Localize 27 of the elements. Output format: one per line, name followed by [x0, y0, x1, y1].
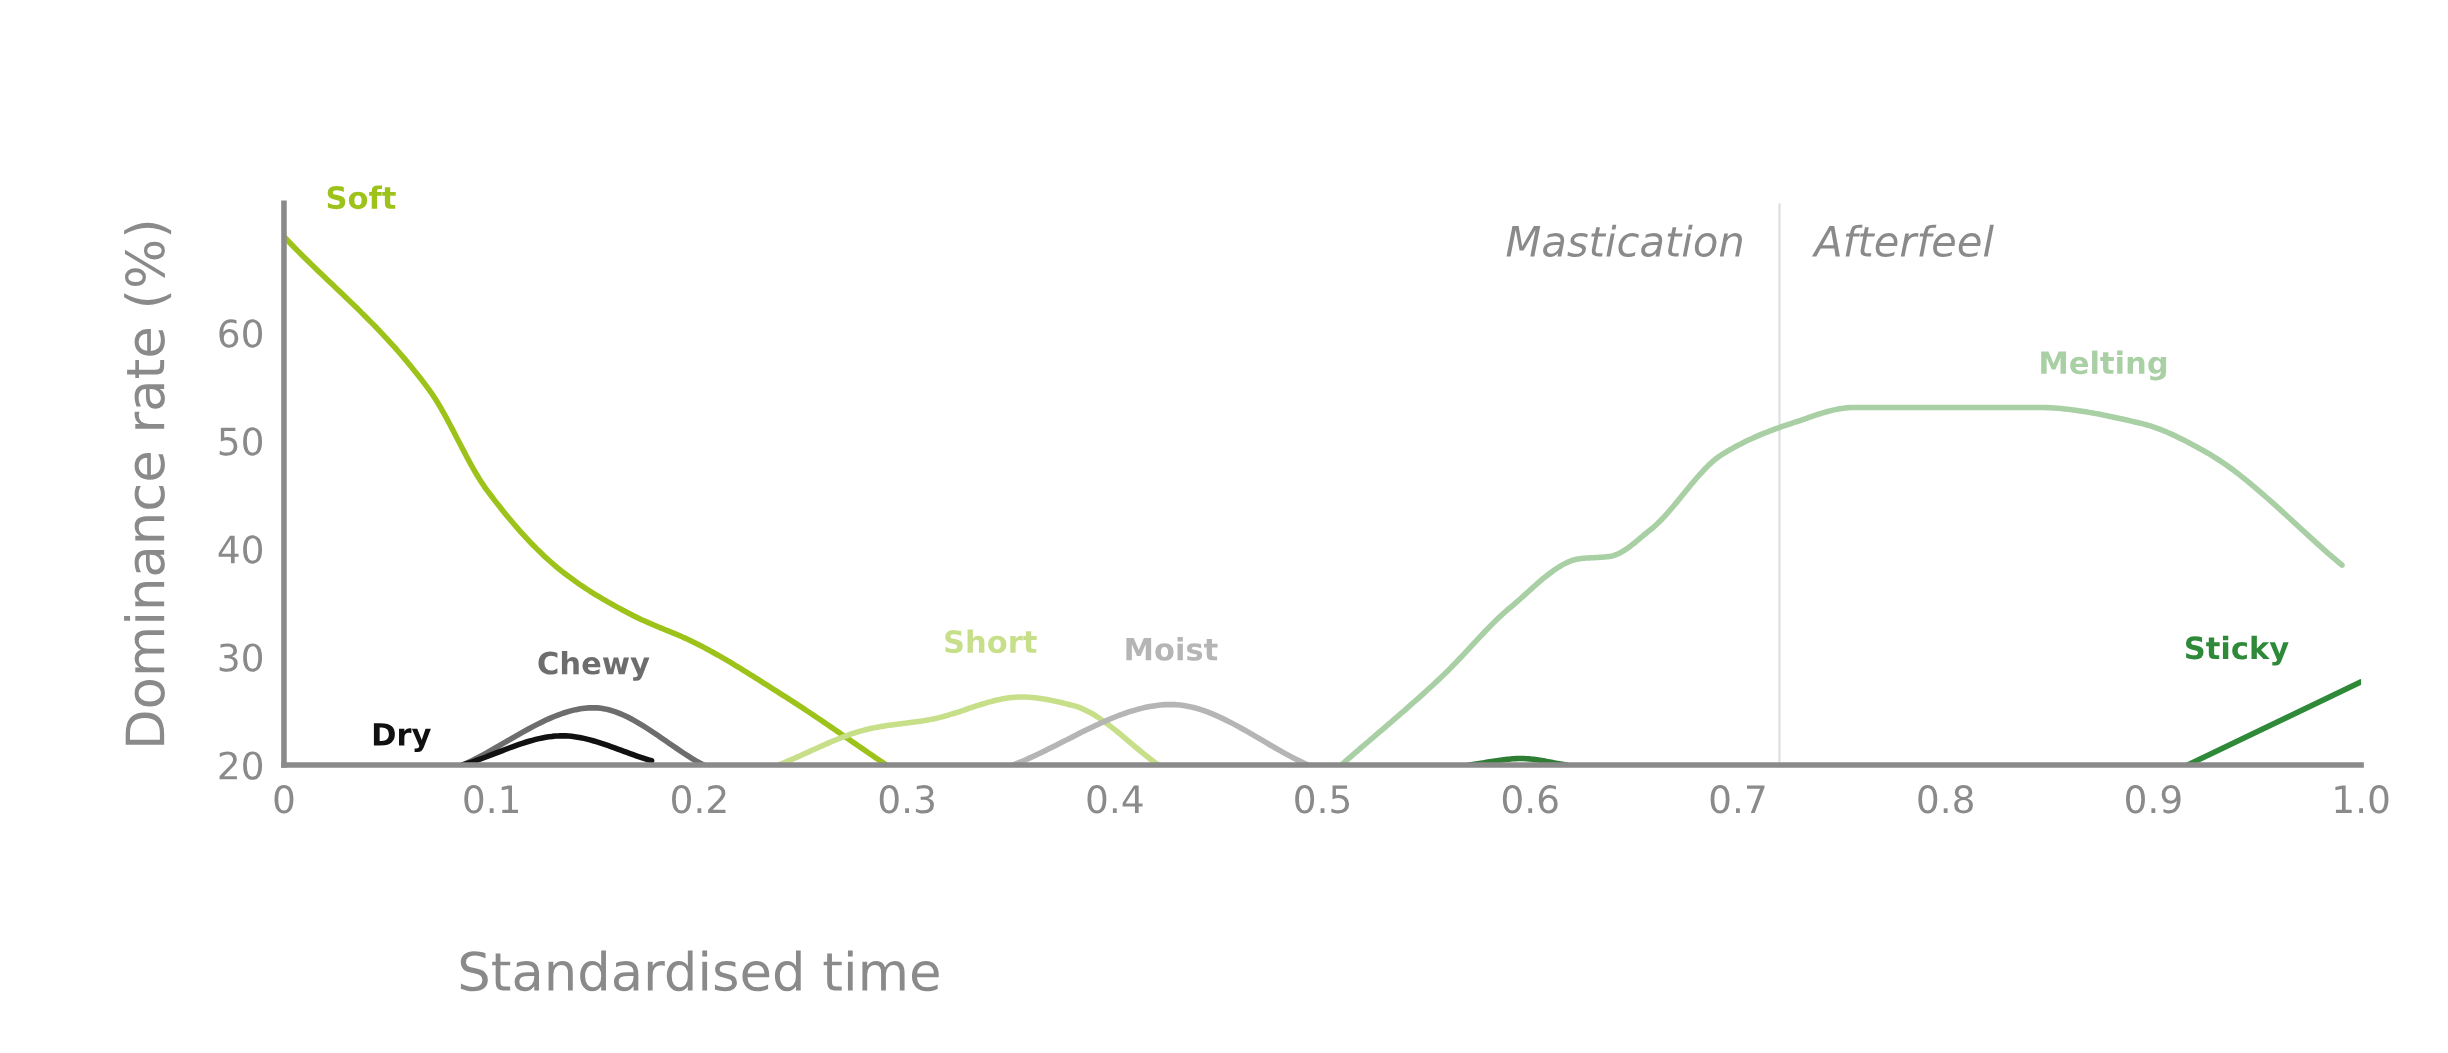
x-tick-label: 0.9: [2126, 785, 2181, 814]
y-tick-label: 20: [219, 751, 263, 780]
x-tick-label: 1.0: [2335, 785, 2389, 814]
y-tick-label: 30: [219, 643, 263, 672]
x-axis-title: Standardised time: [460, 950, 939, 992]
series-label: Moist: [1126, 637, 1218, 661]
series-label: Sticky: [2185, 635, 2289, 666]
x-tick-label: 0.5: [1295, 785, 1350, 814]
x-tick-label: 0.2: [672, 785, 726, 814]
x-tick-label: 0.7: [1710, 785, 1765, 814]
annotation: Mastication: [1506, 224, 1742, 257]
series-label: Dry: [373, 723, 431, 753]
x-tick-label: 0.6: [1502, 785, 1558, 814]
y-axis-title: Dominance rate (%): [124, 222, 172, 745]
annotation: Afterfeel: [1812, 224, 1994, 257]
series-label: Soft: [327, 185, 396, 210]
y-tick-label: 50: [219, 427, 263, 456]
y-tick-label: 60: [219, 319, 263, 348]
x-tick-label: 0: [274, 785, 294, 814]
x-tick-label: 0.3: [879, 785, 934, 814]
x-tick-label: 0.8: [1918, 785, 1973, 814]
series-label: Short: [945, 629, 1037, 654]
x-tick-label: 0.1: [464, 785, 519, 814]
y-tick-label: 40: [218, 535, 263, 564]
series-label: Melting: [2041, 350, 2167, 381]
x-tick-label: 0.4: [1087, 785, 1143, 814]
series-label: Chewy: [538, 650, 650, 681]
